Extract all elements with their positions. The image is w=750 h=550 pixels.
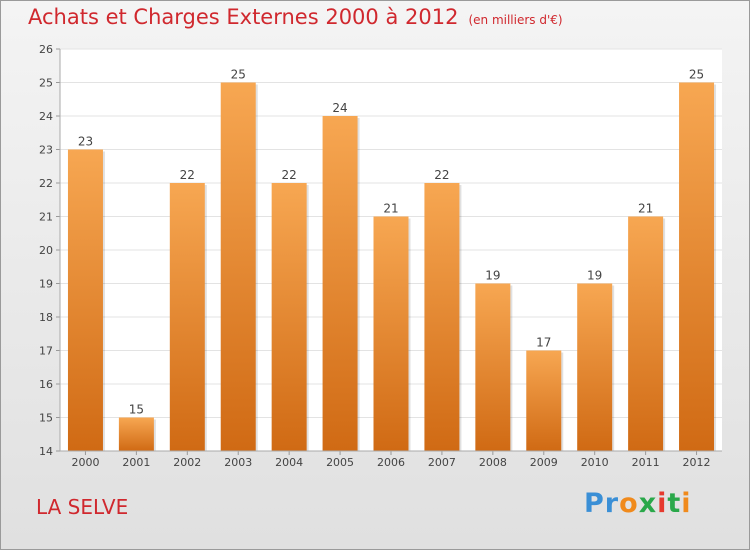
- bar-value-label: 25: [689, 68, 704, 82]
- bar-value-label: 22: [180, 168, 195, 182]
- title-text: Achats et Charges Externes 2000 à 2012: [28, 5, 459, 29]
- bar: [577, 283, 613, 451]
- bar: [526, 350, 562, 451]
- x-tick-label: 2000: [71, 456, 99, 469]
- bar-value-label: 15: [129, 403, 144, 417]
- bar: [322, 116, 358, 451]
- bar: [679, 82, 715, 451]
- bar-value-label: 19: [587, 269, 602, 283]
- bars: 23 15 22 25 22 24 21 22 19 17 19 21 25: [67, 68, 717, 451]
- x-tick-label: 2005: [326, 456, 354, 469]
- logo-letter: r: [604, 488, 620, 519]
- bar: [373, 216, 409, 451]
- x-tick-label: 2002: [173, 456, 201, 469]
- x-tick-label: 2011: [632, 456, 660, 469]
- proxiti-logo: Proxiti: [584, 488, 692, 519]
- y-tick-label: 24: [39, 110, 53, 123]
- bar-value-label: 21: [383, 202, 398, 216]
- x-tick-label: 2004: [275, 456, 303, 469]
- chart-title: Achats et Charges Externes 2000 à 2012 (e…: [28, 5, 563, 29]
- x-tick-label: 2012: [683, 456, 711, 469]
- y-tick-label: 20: [39, 244, 53, 257]
- x-tick-label: 2003: [224, 456, 252, 469]
- bar: [169, 183, 205, 451]
- y-tick-label: 25: [39, 77, 53, 90]
- y-tick-label: 21: [39, 211, 53, 224]
- bar-value-label: 22: [434, 168, 449, 182]
- logo-letter: t: [667, 488, 682, 519]
- bar-value-label: 17: [536, 336, 551, 350]
- logo-letter: i: [657, 488, 668, 519]
- y-tick-label: 14: [39, 445, 53, 458]
- y-axis: 14 15 16 17 18 19 20 21 22 23 24 25 26: [39, 43, 60, 458]
- x-tick-label: 2001: [122, 456, 150, 469]
- y-tick-label: 19: [39, 278, 53, 291]
- logo-letter: P: [584, 488, 605, 519]
- logo-letter: o: [619, 488, 639, 519]
- bar-value-label: 19: [485, 269, 500, 283]
- y-tick-label: 15: [39, 412, 53, 425]
- x-axis: 2000 2001 2002 2003 2004 2005 2006 2007 2008 2009…: [71, 451, 711, 469]
- y-tick-label: 18: [39, 311, 53, 324]
- x-tick-label: 2006: [377, 456, 405, 469]
- y-tick-label: 16: [39, 378, 53, 391]
- x-tick-label: 2009: [530, 456, 558, 469]
- logo-letter: x: [638, 488, 658, 519]
- bar: [67, 149, 103, 451]
- chart-subtitle: (en milliers d'€): [468, 13, 563, 27]
- y-tick-label: 26: [39, 43, 53, 56]
- y-tick-label: 17: [39, 345, 53, 358]
- bar-value-label: 23: [78, 135, 93, 149]
- y-tick-label: 23: [39, 144, 53, 157]
- x-tick-label: 2008: [479, 456, 507, 469]
- bar: [271, 183, 307, 451]
- bar: [118, 417, 154, 451]
- x-tick-label: 2010: [581, 456, 609, 469]
- bar-value-label: 21: [638, 202, 653, 216]
- bar-value-label: 24: [332, 101, 347, 115]
- bar: [628, 216, 664, 451]
- bar: [475, 283, 511, 451]
- y-tick-label: 22: [39, 177, 53, 190]
- logo-letter: i: [681, 488, 692, 519]
- location-label: LA SELVE: [36, 495, 129, 519]
- bar: [424, 183, 460, 451]
- bar-value-label: 25: [231, 68, 246, 82]
- bar-value-label: 22: [282, 168, 297, 182]
- bar: [220, 82, 256, 451]
- x-tick-label: 2007: [428, 456, 456, 469]
